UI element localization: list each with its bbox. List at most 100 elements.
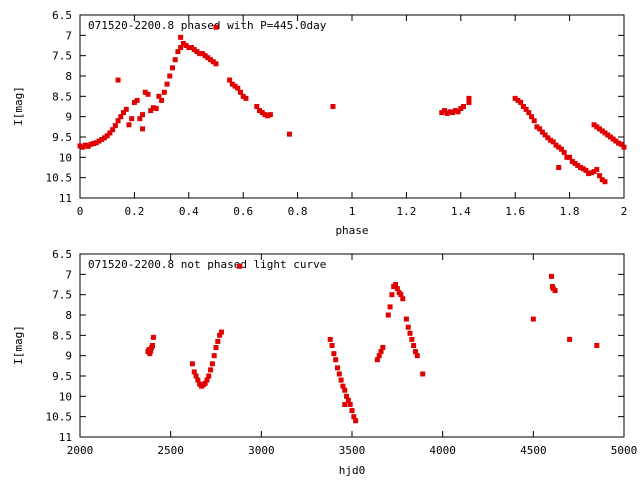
x-tick-label: 0.2 [124,205,144,218]
data-point [197,51,203,57]
data-point [338,377,344,383]
data-point [347,401,353,407]
x-axis-label: hjd0 [339,464,366,477]
data-point [405,324,411,330]
data-point [444,110,450,116]
data-point [257,108,263,114]
x-tick-label: 5000 [611,444,638,457]
data-point [344,393,350,399]
data-point [409,336,415,342]
data-point [393,282,399,287]
data-point [461,104,467,109]
data-point [618,141,624,147]
data-point [150,105,156,111]
data-point [265,113,271,119]
data-point [172,57,178,63]
data-point [150,343,156,348]
data-point [398,292,404,298]
data-point [591,122,597,128]
data-point [213,24,219,30]
y-tick-label: 7 [65,268,72,281]
data-point [602,130,608,136]
x-tick-label: 1.4 [451,205,471,218]
data-point [520,104,526,109]
data-point [349,408,355,414]
data-point [204,377,210,383]
plot-frame [79,14,625,199]
data-point [597,126,603,132]
data-point [329,343,335,348]
data-point [553,142,559,148]
data-point [153,106,159,112]
data-point [110,127,116,133]
y-tick-label: 6.5 [52,9,72,22]
data-point [229,81,235,87]
data-point [577,165,583,170]
y-tick-label: 6.5 [52,248,72,261]
x-axis-label: phase [335,224,368,237]
data-point [215,338,221,344]
data-point [447,109,453,115]
data-point [561,149,567,155]
chart-title: 071520-2200.8 not phased light curve [88,258,326,271]
data-point [211,353,217,359]
y-tick-label: 8 [65,309,72,322]
data-point [599,128,605,134]
data-point [594,343,600,348]
x-tick-label: 2 [621,205,628,218]
data-point [597,173,603,179]
y-tick-label: 8.5 [52,90,72,103]
y-tick-label: 8 [65,70,72,83]
data-point [331,351,337,357]
data-point [403,316,409,322]
data-point [213,345,219,351]
data-point [545,135,551,141]
data-point [378,349,384,355]
data-point [607,134,613,140]
data-point [142,89,148,95]
data-point [342,401,348,407]
y-tick-label: 10.5 [46,411,73,424]
y-tick-label: 9 [65,111,72,124]
y-tick-label: 9.5 [52,131,72,144]
data-point [161,89,167,95]
data-point [159,97,165,103]
y-tick-label: 7.5 [52,50,72,63]
x-tick-label: 3500 [339,444,366,457]
data-point [530,316,536,322]
y-tick-label: 10 [59,151,72,164]
data-point [602,179,608,185]
data-point [575,162,581,168]
x-tick-label: 1 [349,205,356,218]
data-point [262,112,268,118]
data-point [594,167,600,173]
data-point [345,397,351,403]
data-point [380,345,386,351]
data-point [189,361,195,367]
data-point [572,160,578,166]
data-point [235,85,241,91]
chart-title: 071520-2200.8 phased with P=445.0day [88,19,327,32]
data-point [104,133,110,139]
data-point [112,123,118,129]
data-point [569,158,575,164]
data-point [439,110,445,116]
y-axis-label: I[mag] [12,86,25,126]
data-point [452,108,458,114]
data-point [613,138,619,144]
data-point [243,95,249,101]
data-point [191,47,197,53]
x-tick-label: 4000 [429,444,456,457]
data-point [385,312,391,318]
data-point [88,141,94,147]
data-point [599,177,605,183]
data-point [351,414,357,420]
data-point [580,166,586,172]
x-tick-label: 0 [77,205,84,218]
data-point [254,104,260,109]
data-point [237,263,243,269]
data-point [148,108,154,114]
y-tick-label: 10 [59,390,72,403]
data-point [183,43,189,48]
x-tick-label: 1.8 [560,205,580,218]
